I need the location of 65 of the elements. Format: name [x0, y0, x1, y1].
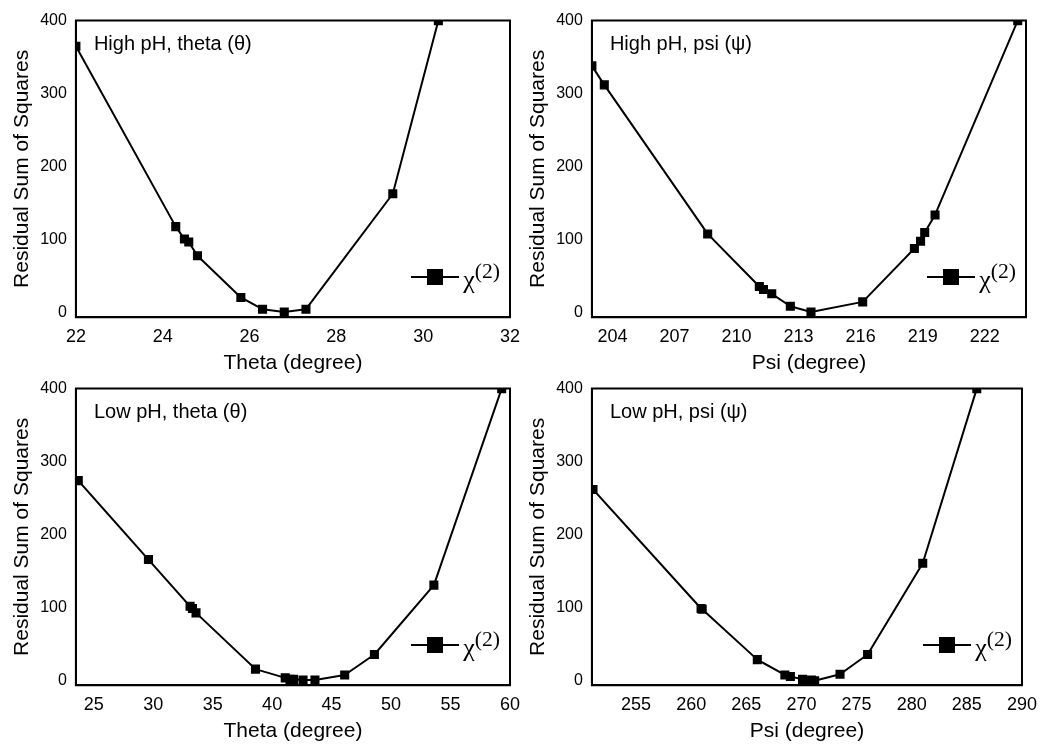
x-tick-label: 26: [239, 325, 260, 346]
x-tick-label: 60: [499, 693, 521, 714]
y-axis-title: Residual Sum of Squares: [9, 417, 33, 656]
y-tick-label: 300: [40, 84, 67, 102]
y-axis-title: Residual Sum of Squares: [525, 417, 549, 656]
y-tick-label: 100: [556, 230, 583, 248]
y-tick-label: 400: [40, 11, 67, 29]
y-axis-title: Residual Sum of Squares: [525, 49, 549, 288]
y-tick-label: 0: [573, 303, 583, 321]
y-tick-label: 100: [40, 598, 67, 616]
x-tick-label: 213: [783, 325, 814, 346]
x-tick-label: 265: [731, 693, 762, 714]
x-tick-label: 22: [65, 325, 86, 346]
legend-label: χ$^{(2)}$: [463, 627, 500, 663]
y-tick-label: 300: [556, 452, 583, 470]
y-tick-label: 0: [57, 671, 67, 689]
x-tick-label: 285: [951, 693, 982, 714]
y-tick-label: 300: [40, 452, 67, 470]
x-tick-label: 32: [499, 325, 521, 346]
x-tick-label: 210: [721, 325, 752, 346]
y-tick-label: 100: [40, 230, 67, 248]
x-tick-label: 260: [676, 693, 707, 714]
y-axis-title: Residual Sum of Squares: [9, 49, 33, 288]
x-tick-label: 280: [896, 693, 927, 714]
x-axis-title: Psi (degree): [749, 718, 865, 742]
x-tick-label: 35: [202, 693, 223, 714]
legend-label: χ$^{(2)}$: [979, 259, 1016, 295]
x-axis-title: Psi (degree): [751, 350, 867, 374]
x-tick-label: 24: [152, 325, 173, 346]
text: Low pH, psi (ψ): [609, 400, 748, 423]
y-tick-label: 200: [556, 157, 583, 175]
y-tick-label: 400: [556, 379, 583, 397]
x-tick-label: 275: [841, 693, 872, 714]
y-tick-label: 0: [57, 303, 67, 321]
x-tick-label: 30: [143, 693, 164, 714]
x-tick-label: 50: [381, 693, 402, 714]
x-axis-title: Theta (degree): [223, 718, 363, 742]
y-tick-label: 200: [40, 525, 67, 543]
y-tick-label: 200: [556, 525, 583, 543]
x-tick-label: 290: [1006, 693, 1038, 714]
x-tick-label: 219: [907, 325, 938, 346]
y-tick-label: 200: [40, 157, 67, 175]
x-tick-label: 55: [440, 693, 461, 714]
y-tick-label: 100: [556, 598, 583, 616]
y-tick-label: 0: [573, 671, 583, 689]
legend-label: χ$^{(2)}$: [463, 259, 500, 295]
y-tick-label: 300: [556, 84, 583, 102]
x-tick-label: 25: [83, 693, 104, 714]
x-tick-label: 40: [262, 693, 283, 714]
x-tick-label: 204: [597, 325, 628, 346]
legend-label: χ$^{(2)}$: [975, 627, 1012, 663]
x-axis-title: Theta (degree): [223, 350, 363, 374]
x-tick-label: 270: [786, 693, 817, 714]
x-tick-label: 216: [845, 325, 876, 346]
y-tick-label: 400: [556, 11, 583, 29]
x-tick-label: 207: [659, 325, 690, 346]
x-tick-label: 255: [620, 693, 652, 714]
y-tick-label: 400: [40, 379, 67, 397]
text: High pH, theta (θ): [93, 32, 252, 55]
text: Low pH, theta (θ): [93, 400, 248, 423]
x-tick-label: 222: [969, 325, 1000, 346]
x-tick-label: 45: [321, 693, 342, 714]
x-tick-label: 30: [413, 325, 434, 346]
text: High pH, psi (ψ): [609, 32, 752, 55]
x-tick-label: 28: [326, 325, 347, 346]
